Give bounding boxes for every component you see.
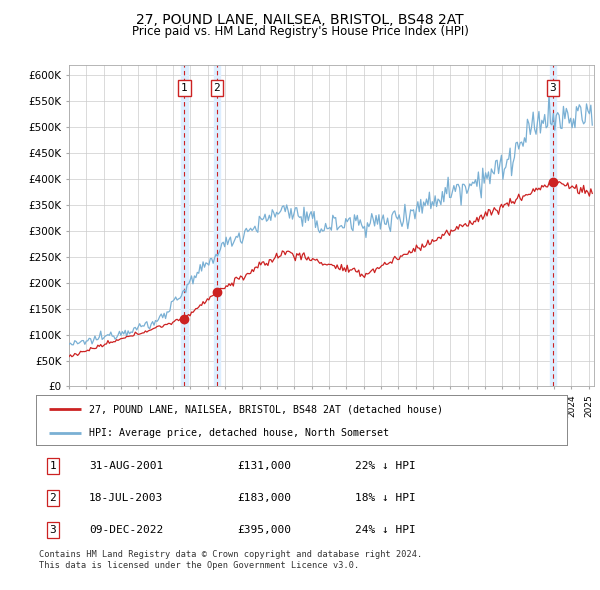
Text: 27, POUND LANE, NAILSEA, BRISTOL, BS48 2AT: 27, POUND LANE, NAILSEA, BRISTOL, BS48 2… [136, 13, 464, 27]
Bar [214, 65, 220, 386]
Bar [550, 65, 556, 386]
Text: 1: 1 [50, 461, 56, 471]
Text: 18-JUL-2003: 18-JUL-2003 [89, 493, 163, 503]
Text: 27, POUND LANE, NAILSEA, BRISTOL, BS48 2AT (detached house): 27, POUND LANE, NAILSEA, BRISTOL, BS48 2… [89, 404, 443, 414]
Text: This data is licensed under the Open Government Licence v3.0.: This data is licensed under the Open Gov… [39, 560, 359, 569]
Text: 31-AUG-2001: 31-AUG-2001 [89, 461, 163, 471]
Text: HPI: Average price, detached house, North Somerset: HPI: Average price, detached house, Nort… [89, 428, 389, 438]
Text: 3: 3 [550, 83, 556, 93]
Text: £131,000: £131,000 [238, 461, 292, 471]
Text: 24% ↓ HPI: 24% ↓ HPI [355, 525, 415, 535]
Text: 3: 3 [50, 525, 56, 535]
Text: 09-DEC-2022: 09-DEC-2022 [89, 525, 163, 535]
Text: Contains HM Land Registry data © Crown copyright and database right 2024.: Contains HM Land Registry data © Crown c… [39, 550, 422, 559]
Text: 2: 2 [50, 493, 56, 503]
Text: Price paid vs. HM Land Registry's House Price Index (HPI): Price paid vs. HM Land Registry's House … [131, 25, 469, 38]
Text: £183,000: £183,000 [238, 493, 292, 503]
Text: 18% ↓ HPI: 18% ↓ HPI [355, 493, 415, 503]
Text: 2: 2 [214, 83, 220, 93]
Text: 22% ↓ HPI: 22% ↓ HPI [355, 461, 415, 471]
Text: 1: 1 [181, 83, 188, 93]
Bar [181, 65, 188, 386]
Text: £395,000: £395,000 [238, 525, 292, 535]
